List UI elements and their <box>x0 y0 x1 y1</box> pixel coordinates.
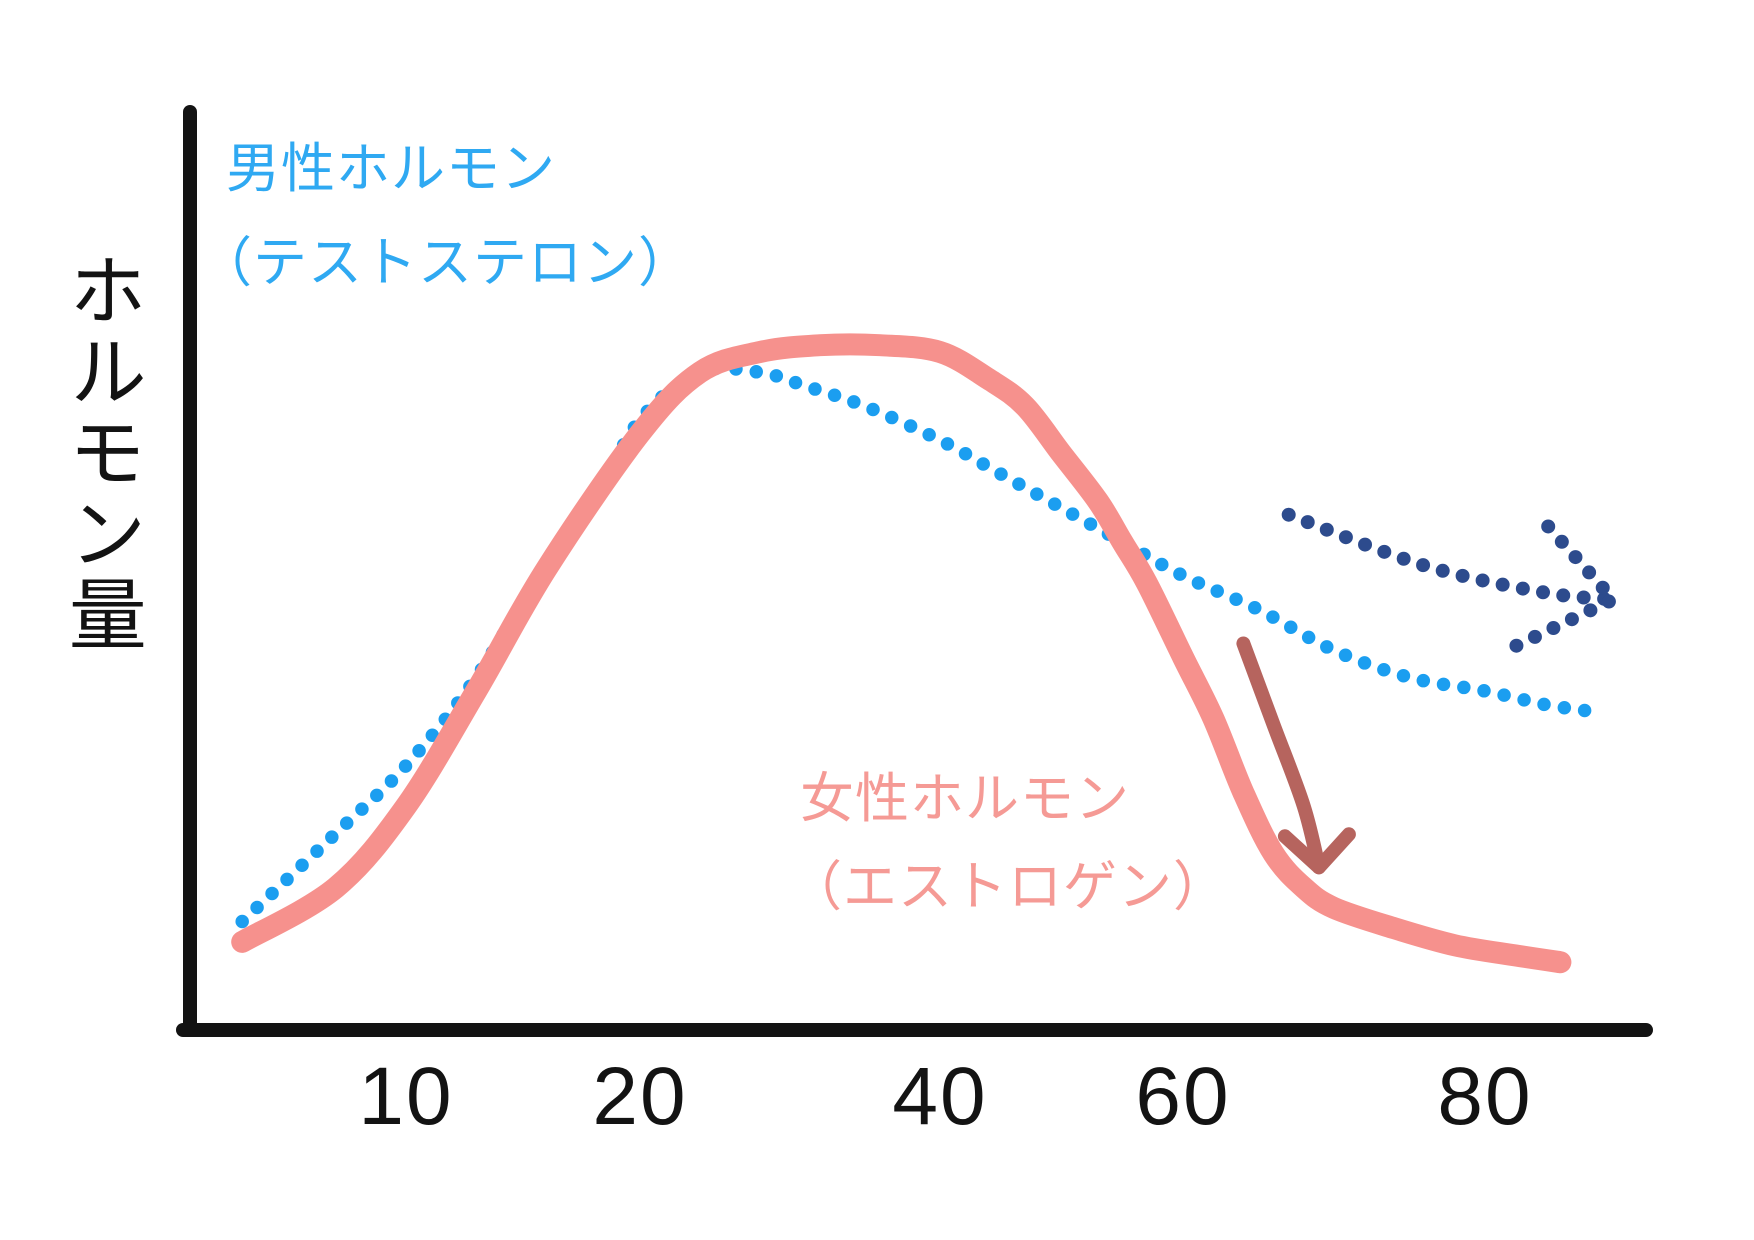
y-axis-label: ホルモン量 <box>57 250 146 655</box>
estrogen-sharp-drop-arrow-shaft <box>1236 636 1326 875</box>
series-label-male-line1: 男性ホルモン <box>226 139 556 199</box>
x-tick-label-10: 10 <box>358 1051 454 1142</box>
series-label-male-line2: （テストステロン） <box>198 233 693 293</box>
series-label-female-line2: （エストロゲン） <box>788 857 1228 917</box>
series-label-female-line1: 女性ホルモン <box>800 769 1130 829</box>
series-curve-female <box>231 333 1572 974</box>
testosterone-gradual-decline-arrow-shaft <box>1281 507 1621 607</box>
x-tick-label-20: 20 <box>592 1051 688 1142</box>
series-curves <box>231 333 1598 974</box>
annotation-arrows <box>1236 507 1621 875</box>
testosterone-gradual-decline-arrow-head <box>1493 519 1621 661</box>
x-tick-label-80: 80 <box>1437 1051 1533 1142</box>
x-tick-label-40: 40 <box>892 1051 988 1142</box>
estrogen-sharp-drop-arrow-head <box>1277 827 1356 875</box>
x-tick-label-60: 60 <box>1135 1051 1231 1142</box>
series-curve-male <box>235 361 1598 929</box>
